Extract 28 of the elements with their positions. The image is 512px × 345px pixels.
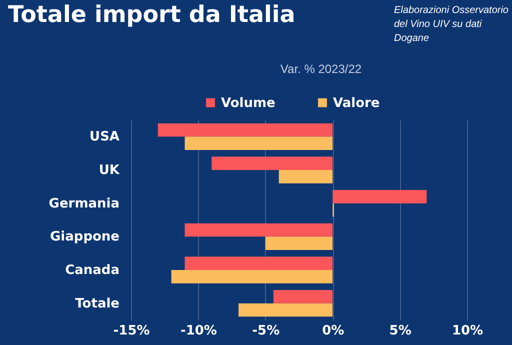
legend-label: Volume [221,96,276,111]
bar [265,236,333,250]
bar [184,256,333,270]
y-tick-label: USA [90,130,120,145]
x-tick-label: 0% [322,324,344,338]
bar [212,156,333,170]
legend-label: Valore [333,96,380,111]
chart-subtitle: Var. % 2023/22 [279,62,363,76]
x-tick-label: -10% [180,324,217,338]
bar [273,290,333,304]
y-tick-label: Canada [65,263,120,278]
bar [278,170,333,184]
x-tick-label: -5% [252,324,280,338]
x-tick-label: -15% [113,324,150,338]
y-tick-label: Totale [75,296,120,312]
text: Elaborazioni Osservatorio del Vino UIV su dati Dogane [394,4,510,46]
bar [184,136,333,150]
bar [171,270,333,284]
bar [238,303,333,317]
x-tick-label: 5% [389,324,412,338]
y-tick-label: Giappone [50,230,120,245]
y-tick-label: Germania [48,196,120,212]
chart-title: Totale import da Italia [8,2,296,28]
x-tick-label: 10% [452,324,484,338]
bar [158,123,333,137]
y-tick-label: UK [98,163,120,178]
bar [332,190,427,204]
bar [184,223,333,237]
